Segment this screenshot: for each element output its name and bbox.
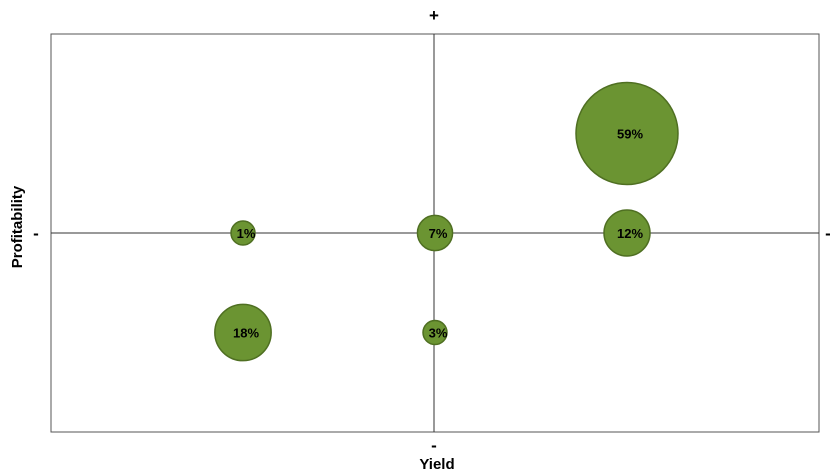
left-mark: - [33, 224, 39, 243]
bubble-5 [422, 319, 448, 346]
top-mark: + [429, 6, 439, 25]
bubbles-layer: 59% 1% 7% 12% 18% 3% [214, 81, 679, 362]
bubble-label-3: 12% [617, 226, 643, 241]
bubble-label-2: 7% [429, 226, 448, 241]
x-axis-title: Yield [419, 456, 454, 473]
right-mark: - [825, 224, 830, 243]
bubble-3 [603, 209, 651, 257]
bottom-mark: - [431, 436, 437, 455]
bubble-label-0: 59% [617, 127, 643, 142]
bubble-0 [575, 81, 679, 186]
bubble-2 [416, 214, 454, 252]
bubble-4 [214, 303, 272, 362]
bubble-label-4: 18% [233, 326, 259, 341]
bubble-1 [230, 220, 256, 246]
y-axis-title: Profitability [9, 185, 26, 268]
bubble-label-1: 1% [237, 226, 256, 241]
bubble-label-5: 3% [429, 326, 448, 341]
